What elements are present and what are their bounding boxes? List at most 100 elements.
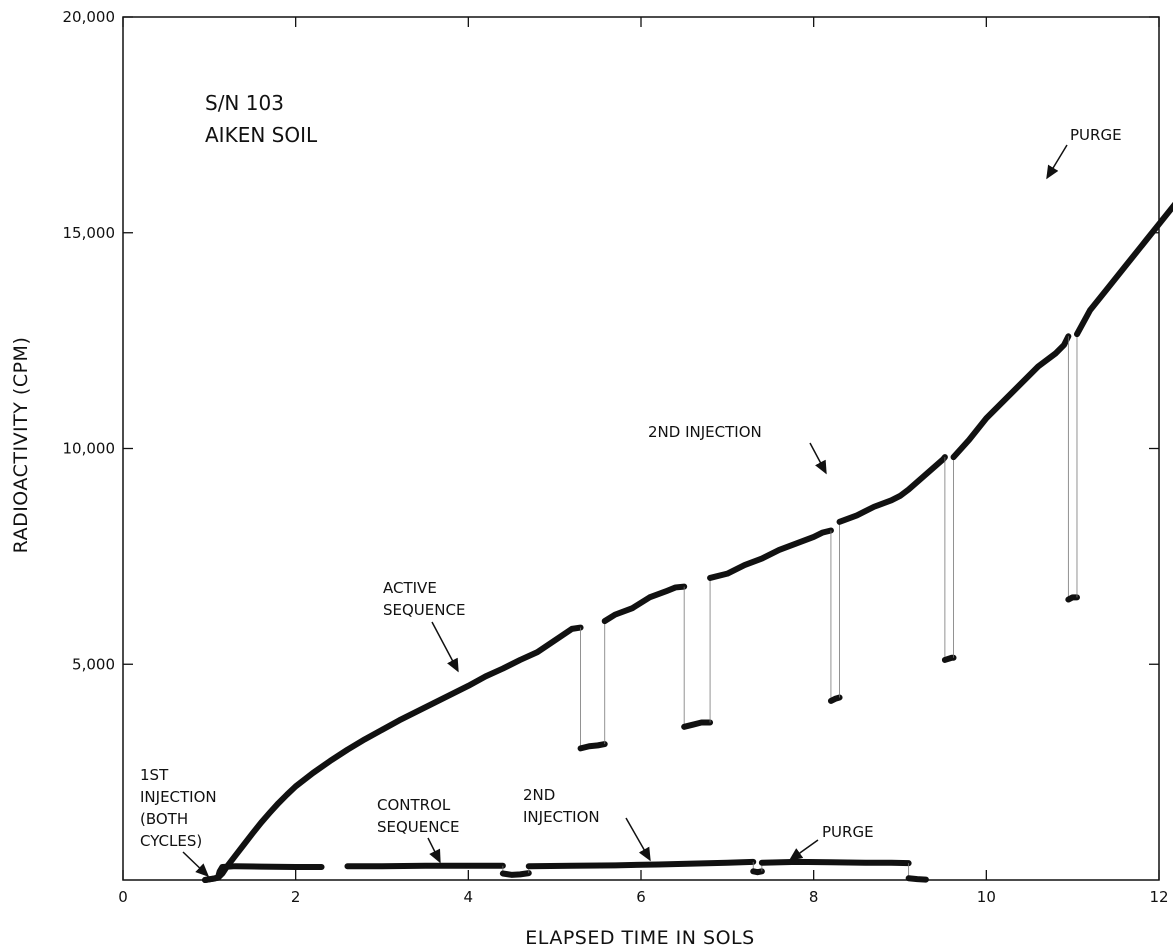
data-point	[250, 830, 255, 836]
data-point	[793, 540, 799, 546]
control-second-injection-line-1: 2ND	[523, 786, 555, 804]
data-point	[293, 864, 299, 870]
series-trace	[525, 858, 757, 870]
tick-labels: 0 2 4 6 8 10 12 5,000 10,000 15,000 20,000	[63, 8, 1169, 906]
data-point	[707, 575, 713, 581]
control-sequence-line-1: CONTROL	[377, 796, 451, 814]
data-point	[310, 770, 316, 776]
data-point	[500, 871, 506, 877]
x-tick-label: 6	[636, 888, 646, 906]
data-point	[258, 864, 264, 870]
data-point	[1104, 286, 1110, 292]
data-point	[742, 562, 748, 568]
data-point	[232, 853, 238, 859]
control-purge-label: PURGE	[822, 823, 874, 841]
data-point	[1121, 264, 1127, 270]
y-axis-title: RADIOACTIVITY (CPM)	[10, 337, 32, 554]
data-point	[612, 612, 618, 618]
first-injection-line-4: CYCLES)	[140, 832, 202, 850]
data-point	[517, 657, 523, 663]
data-point	[1087, 307, 1093, 313]
data-point	[1018, 381, 1024, 387]
data-point	[759, 860, 765, 866]
data-point	[483, 673, 489, 679]
data-point	[612, 862, 618, 868]
control-sequence-series	[202, 858, 929, 883]
data-point	[414, 709, 420, 715]
data-point	[724, 571, 730, 577]
y-tick-label: 20,000	[63, 8, 116, 26]
data-point	[569, 626, 575, 632]
data-point	[258, 820, 264, 826]
x-tick-label: 10	[977, 888, 996, 906]
data-point	[396, 717, 402, 723]
x-tick-label: 4	[464, 888, 474, 906]
data-point	[750, 868, 756, 874]
control-purge-annotation: PURGE	[788, 823, 874, 861]
data-point	[1035, 364, 1041, 370]
data-point	[966, 437, 972, 443]
data-point	[344, 863, 350, 869]
active-sequence-arrow	[431, 621, 459, 673]
data-point	[211, 876, 217, 882]
data-point	[983, 415, 989, 421]
control-second-injection-annotation: 2ND INJECTION	[523, 786, 651, 862]
data-point	[1074, 331, 1080, 337]
first-injection-arrow	[182, 851, 210, 878]
data-point	[431, 700, 437, 706]
data-point	[1139, 243, 1145, 249]
first-injection-annotation: 1ST INJECTION (BOTH CYCLES)	[140, 766, 217, 878]
data-point	[344, 747, 350, 753]
y-tick-label: 5,000	[72, 655, 115, 673]
data-point	[1052, 351, 1058, 357]
control-purge-arrow	[788, 839, 819, 861]
data-point	[698, 720, 704, 726]
data-point	[517, 871, 523, 877]
x-axis-title: ELAPSED TIME IN SOLS	[525, 927, 754, 949]
series-trace	[836, 454, 948, 525]
active-second-injection-arrow	[809, 442, 827, 475]
data-point	[219, 864, 225, 870]
data-point	[647, 594, 653, 600]
active-purge-label: PURGE	[1070, 126, 1122, 144]
data-point	[888, 497, 894, 503]
data-point	[202, 877, 208, 883]
data-point	[629, 605, 635, 611]
data-point	[1001, 398, 1007, 404]
x-tick-label: 8	[809, 888, 819, 906]
sample-id-label: S/N 103	[205, 91, 284, 115]
data-point	[552, 638, 558, 644]
control-second-injection-arrow	[625, 817, 651, 862]
data-point	[690, 722, 696, 728]
data-point	[673, 584, 679, 590]
data-point	[586, 743, 592, 749]
data-point	[832, 696, 838, 702]
data-point	[465, 863, 471, 869]
data-point	[232, 863, 238, 869]
active-sequence-annotation: ACTIVE SEQUENCE	[383, 579, 465, 673]
data-point	[569, 863, 575, 869]
data-point	[526, 863, 532, 869]
data-point	[906, 486, 912, 492]
first-injection-line-1: 1ST	[140, 766, 169, 784]
tick-marks	[122, 16, 1160, 880]
data-point	[923, 877, 929, 883]
y-tick-label: 10,000	[63, 440, 116, 458]
data-point	[897, 493, 903, 499]
control-sequence-line-2: SEQUENCE	[377, 818, 459, 836]
data-point	[362, 736, 368, 742]
data-point	[759, 556, 765, 562]
data-point	[819, 530, 825, 536]
data-point	[284, 792, 290, 798]
data-point	[828, 698, 834, 704]
series-trace	[202, 624, 584, 883]
data-point	[755, 869, 761, 875]
data-point	[275, 800, 281, 806]
data-point	[217, 868, 223, 874]
series-layer	[202, 201, 1173, 883]
data-point	[1070, 594, 1076, 600]
active-second-injection-annotation: 2ND INJECTION	[648, 423, 827, 475]
data-point	[422, 863, 428, 869]
data-point	[1061, 342, 1067, 348]
y-tick-label: 15,000	[63, 224, 116, 242]
